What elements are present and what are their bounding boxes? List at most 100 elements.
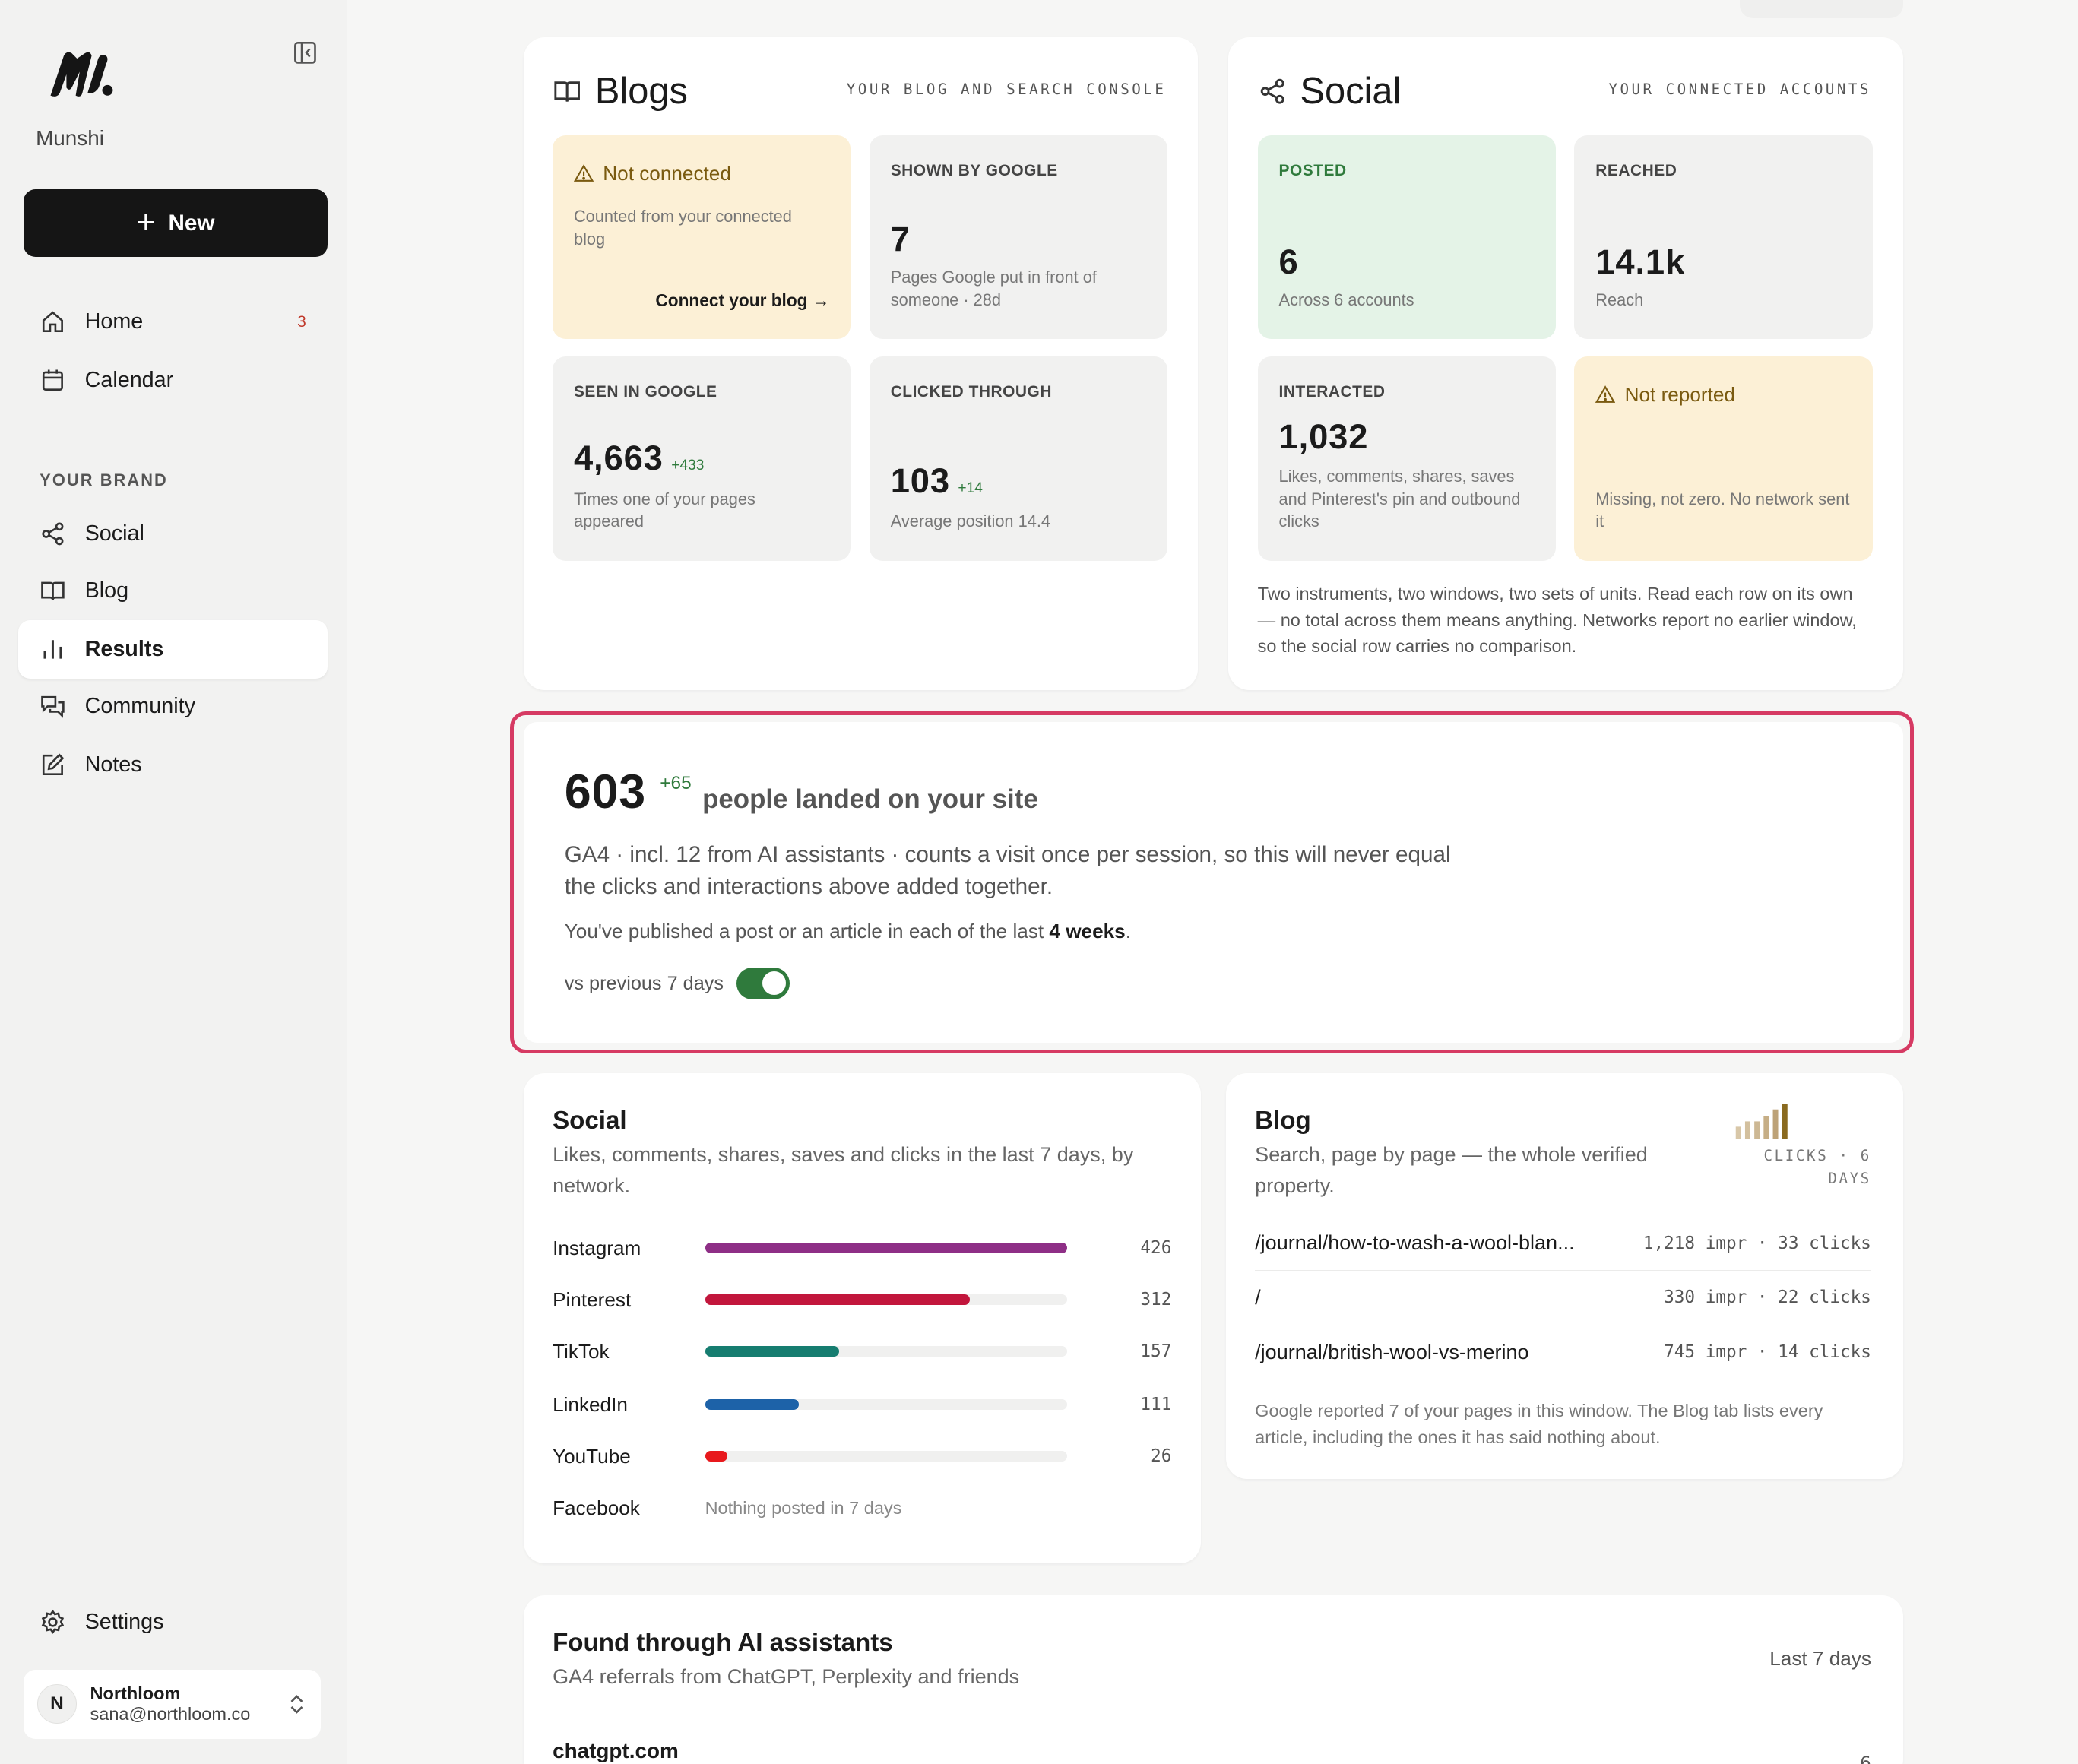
network-value: 312	[1140, 1290, 1172, 1310]
not-connected-heading-text: Not connected	[603, 161, 731, 185]
ai-date-range[interactable]: Last 7 days	[1769, 1647, 1871, 1671]
posted-label: POSTED	[1278, 161, 1347, 179]
network-name: LinkedIn	[553, 1392, 628, 1416]
not-connected-sub: Counted from your connected blog	[573, 207, 792, 249]
clicks-sparkline	[1736, 1104, 1788, 1139]
munshi-logo[interactable]	[48, 48, 117, 101]
spark-bar	[1745, 1121, 1751, 1139]
bar-fill-youtube	[705, 1451, 728, 1462]
page-stats: 1,218 impr · 33 clicks	[1642, 1233, 1871, 1253]
blogs-card: Blogs YOUR BLOG AND SEARCH CONSOLE Not c…	[523, 36, 1199, 691]
workspace-name: Munshi	[36, 125, 104, 150]
nav-settings[interactable]: Settings	[18, 1593, 327, 1652]
page-row[interactable]: / 330 impr · 22 clicks	[1255, 1271, 1871, 1325]
home-badge: 3	[297, 312, 306, 331]
seen-delta: +433	[671, 458, 705, 474]
landed-value: 603	[564, 765, 647, 819]
network-row-linkedin: LinkedIn 111	[553, 1392, 1171, 1418]
calendar-icon	[43, 369, 64, 391]
compare-toggle[interactable]	[736, 967, 790, 999]
nav-home-label: Home	[84, 309, 144, 334]
network-value: 426	[1140, 1238, 1172, 1259]
reached-value: 14.1k	[1595, 242, 1686, 282]
nav-notes[interactable]: Notes	[18, 736, 327, 794]
social-breakdown-card: Social Likes, comments, shares, saves an…	[523, 1073, 1201, 1564]
social-kicker: YOUR CONNECTED ACCOUNTS	[1608, 81, 1871, 99]
reached-sub: Reach	[1595, 290, 1644, 310]
nav-blog-label: Blog	[84, 578, 129, 603]
seen-in-google-tile: SEEN IN GOOGLE 4,663 +433 Times one of yo…	[553, 356, 851, 561]
reached-label: REACHED	[1595, 161, 1677, 179]
blog-not-connected-tile: Not connected Counted from your connecte…	[553, 135, 851, 340]
bar-chart-icon	[43, 640, 62, 659]
clicked-value-row: 103 +14	[891, 461, 983, 501]
network-row-instagram: Instagram 426	[553, 1235, 1171, 1262]
connect-blog-link[interactable]: Connect your blog →	[655, 290, 830, 310]
nav-community-label: Community	[84, 693, 195, 718]
bar-fill-linkedin	[705, 1399, 800, 1411]
nav-home[interactable]: Home 3	[18, 293, 327, 351]
home-icon	[43, 311, 64, 333]
nav-calendar[interactable]: Calendar	[18, 351, 327, 410]
bar-track	[705, 1399, 1067, 1411]
nav-community[interactable]: Community	[18, 677, 327, 736]
clicked-delta: +14	[958, 480, 983, 496]
account-switcher[interactable]: N Northloom sana@northloom.co	[24, 1669, 321, 1739]
landed-delta: +65	[660, 772, 692, 793]
collapse-sidebar-icon[interactable]	[292, 40, 318, 66]
blogs-card-title: Blogs	[553, 70, 688, 112]
ai-card-title: Found through AI assistants	[553, 1628, 893, 1657]
nav-blog[interactable]: Blog	[18, 562, 327, 620]
divider	[553, 1717, 1871, 1719]
network-empty-note: Nothing posted in 7 days	[705, 1497, 902, 1518]
shown-sub: Pages Google put in front of someone · 2…	[890, 268, 1097, 310]
ai-source-name: chatgpt.com	[553, 1738, 679, 1762]
network-name: Pinterest	[553, 1287, 632, 1311]
nav-social[interactable]: Social	[18, 505, 327, 563]
nav-notes-label: Notes	[84, 752, 142, 777]
not-reported-heading: Not reported	[1595, 383, 1735, 407]
network-row-pinterest: Pinterest 312	[553, 1287, 1171, 1313]
page-row[interactable]: /journal/how-to-wash-a-wool-blan... 1,21…	[1255, 1217, 1871, 1272]
network-value: 157	[1140, 1341, 1172, 1362]
seen-sub: Times one of your pages appeared	[573, 489, 755, 531]
network-row-youtube: YouTube 26	[553, 1443, 1171, 1470]
spark-bar	[1736, 1126, 1742, 1139]
shown-value: 7	[890, 220, 911, 259]
warning-icon	[1595, 385, 1616, 404]
book-icon	[554, 81, 581, 102]
nav-social-label: Social	[84, 521, 144, 546]
page-row[interactable]: /journal/british-wool-vs-merino 745 impr…	[1255, 1325, 1871, 1379]
interacted-tile: INTERACTED 1,032 Likes, comments, shares…	[1257, 356, 1556, 561]
nav-results[interactable]: Results	[18, 620, 328, 679]
page-path: /journal/how-to-wash-a-wool-blan...	[1255, 1231, 1575, 1255]
edit-note-icon	[43, 753, 65, 775]
streak-suffix: .	[1125, 920, 1131, 943]
social-breakdown-title: Social	[553, 1106, 627, 1135]
chevron-up-down-icon	[290, 1694, 303, 1714]
blogs-kicker: YOUR BLOG AND SEARCH CONSOLE	[846, 81, 1167, 99]
blog-breakdown-subtitle: Search, page by page — the whole verifie…	[1255, 1143, 1648, 1197]
new-button-label: New	[168, 210, 215, 236]
bar-fill-pinterest	[705, 1294, 971, 1306]
page-stats: 745 impr · 14 clicks	[1664, 1342, 1871, 1363]
reached-tile: REACHED 14.1k Reach	[1574, 135, 1873, 340]
clicked-value: 103	[890, 461, 950, 500]
avatar: N	[36, 1684, 78, 1724]
top-control-stub[interactable]	[1740, 0, 1903, 19]
sidebar: Munshi + New Home 3 Calendar YOUR BRAND …	[0, 0, 347, 1764]
interacted-value: 1,032	[1278, 417, 1369, 457]
blog-breakdown-title: Blog	[1255, 1106, 1311, 1135]
new-button[interactable]: + New	[24, 189, 328, 258]
publish-streak: You've published a post or an article in…	[565, 920, 1131, 943]
bar-fill-tiktok	[705, 1346, 839, 1357]
bar-track	[705, 1294, 1067, 1306]
spark-bar	[1763, 1116, 1769, 1139]
account-name: Northloom	[90, 1683, 181, 1704]
clicked-label: CLICKED THROUGH	[890, 382, 1052, 401]
account-email: sana@northloom.co	[90, 1704, 251, 1724]
share-icon	[1260, 78, 1284, 104]
bar-fill-instagram	[705, 1243, 1067, 1254]
network-value: 111	[1140, 1395, 1172, 1415]
share-icon	[42, 522, 64, 546]
